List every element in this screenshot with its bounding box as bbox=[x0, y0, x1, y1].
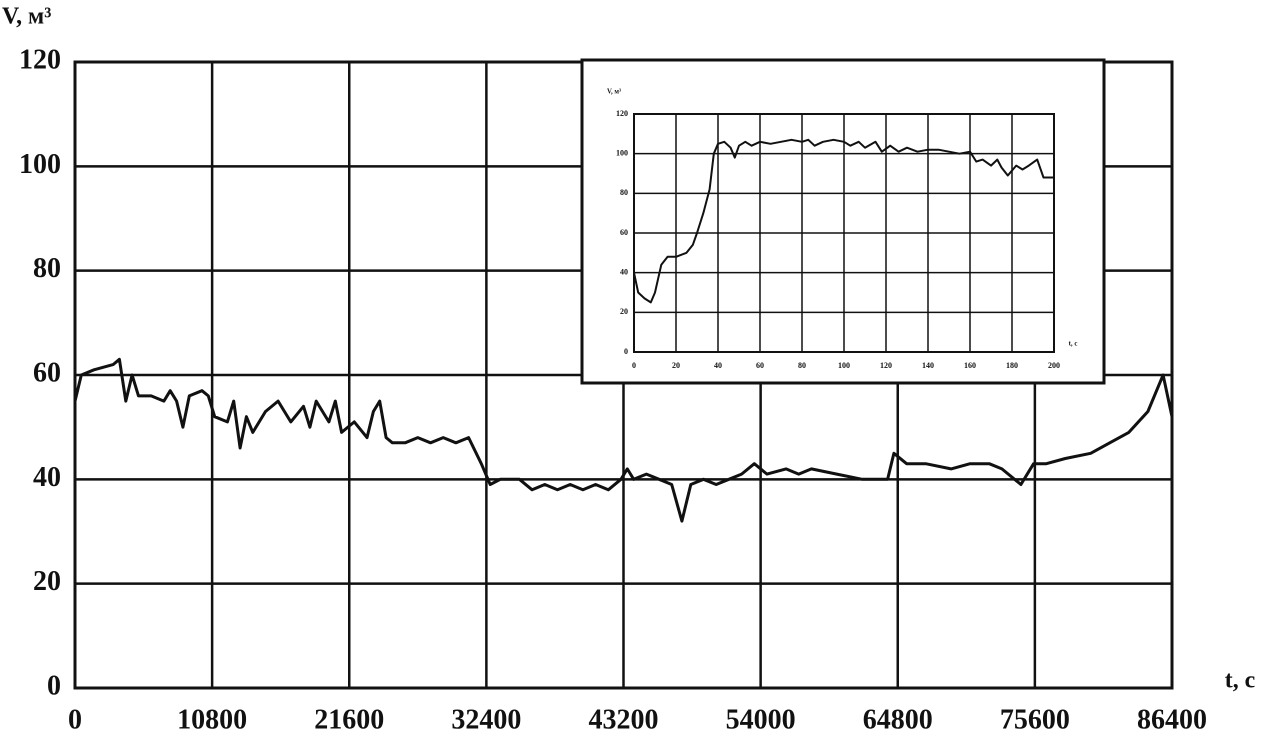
y-tick-label: 0 bbox=[624, 347, 628, 356]
y-tick-label: 20 bbox=[33, 566, 61, 597]
y-tick-label: 120 bbox=[616, 109, 628, 118]
plot-frame bbox=[633, 113, 1055, 353]
y-tick-label: 0 bbox=[47, 670, 61, 701]
x-tick-label: 140 bbox=[922, 361, 934, 370]
x-tick-label: 60 bbox=[756, 361, 764, 370]
x-tick-label: 100 bbox=[838, 361, 850, 370]
data-line bbox=[633, 138, 1054, 304]
y-tick-label: 120 bbox=[19, 44, 61, 75]
x-tick-label: 180 bbox=[1006, 361, 1018, 370]
x-tick-label: 120 bbox=[880, 361, 892, 370]
y-tick-label: 60 bbox=[33, 357, 61, 388]
x-axis-label: t, c bbox=[1069, 341, 1078, 348]
y-tick-label: 80 bbox=[620, 188, 628, 197]
x-tick-label: 0 bbox=[632, 361, 636, 370]
x-tick-label: 0 bbox=[68, 704, 82, 735]
y-tick-label: 80 bbox=[33, 253, 61, 284]
data-line bbox=[73, 357, 1174, 523]
y-tick-label: 100 bbox=[19, 149, 61, 180]
y-tick-label: 100 bbox=[616, 148, 628, 157]
y-axis-label: V, м³ bbox=[607, 89, 621, 96]
x-tick-label: 10800 bbox=[177, 704, 247, 735]
x-tick-label: 40 bbox=[714, 361, 722, 370]
y-tick-label: 40 bbox=[620, 267, 628, 276]
x-tick-label: 80 bbox=[798, 361, 806, 370]
x-tick-label: 54000 bbox=[726, 704, 796, 735]
x-tick-label: 43200 bbox=[589, 704, 659, 735]
x-axis-label: t, c bbox=[1225, 667, 1255, 693]
y-tick-label: 60 bbox=[620, 228, 628, 237]
x-tick-label: 160 bbox=[964, 361, 976, 370]
x-tick-label: 20 bbox=[672, 361, 680, 370]
y-tick-label: 40 bbox=[33, 462, 61, 493]
y-tick-label: 20 bbox=[620, 307, 628, 316]
inset-frame bbox=[580, 58, 1106, 385]
x-tick-label: 64800 bbox=[863, 704, 933, 735]
x-tick-label: 32400 bbox=[451, 704, 521, 735]
y-axis-label: V, м³ bbox=[2, 3, 51, 29]
x-tick-label: 86400 bbox=[1137, 704, 1207, 735]
x-tick-label: 200 bbox=[1048, 361, 1060, 370]
x-tick-label: 75600 bbox=[1000, 704, 1070, 735]
x-tick-label: 21600 bbox=[314, 704, 384, 735]
